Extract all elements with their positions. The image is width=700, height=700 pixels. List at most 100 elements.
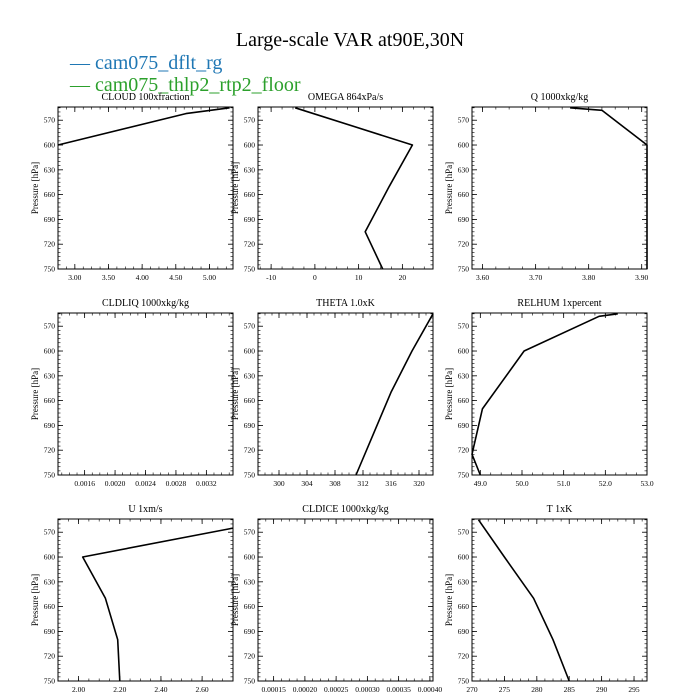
plot-frame	[57, 518, 234, 682]
y-tick-label: 750	[44, 471, 56, 480]
x-tick-label: 0.0028	[166, 479, 187, 488]
y-tick-label: 570	[244, 322, 256, 331]
panel-title: Q 1000xkg/kg	[531, 92, 589, 103]
x-tick-label: 0.0032	[196, 479, 217, 488]
x-tick-label: 0.0016	[74, 479, 95, 488]
y-tick-label: 570	[44, 528, 56, 537]
series-line	[570, 107, 648, 269]
plot-frame	[471, 518, 648, 682]
y-tick-label: 690	[244, 627, 256, 636]
y-tick-label: 660	[244, 190, 256, 199]
x-tick-label: 2.60	[196, 685, 209, 694]
x-tick-label: 4.00	[136, 273, 149, 282]
panel-5: RELHUM 1xpercent 570 600 630 660 690 720 750 49.…	[444, 298, 654, 488]
panel-title: CLDICE 1000xkg/kg	[302, 504, 388, 515]
x-tick-label: 0.00040	[418, 685, 443, 694]
y-tick-label: 570	[244, 116, 256, 125]
y-axis-label: Pressure [hPa]	[230, 162, 240, 214]
y-tick-label: 600	[244, 553, 256, 562]
y-tick-label: 720	[44, 240, 56, 249]
panel-3: CLDLIQ 1000xkg/kg 570 600 630 660 690 720 750 0.…	[30, 298, 234, 488]
y-tick-label: 690	[458, 421, 470, 430]
y-axis-label: Pressure [hPa]	[444, 162, 454, 214]
x-tick-label: 20	[399, 273, 407, 282]
legend-entry-cam075-dflt-rg: — cam075_dflt_rg	[70, 53, 222, 73]
y-tick-label: 630	[458, 577, 470, 586]
figure-title: Large-scale VAR at90E,30N	[235, 29, 465, 51]
x-tick-label: 312	[357, 479, 369, 488]
panel-title: U 1xm/s	[128, 504, 162, 515]
y-tick-label: 600	[458, 553, 470, 562]
y-axis-label: Pressure [hPa]	[30, 574, 40, 626]
x-tick-label: 0.00015	[261, 685, 286, 694]
panel-1: OMEGA 864xPa/s 570 600 630 660 690 720 750 -10 0 1…	[230, 92, 434, 282]
x-tick-label: 0.00020	[293, 685, 318, 694]
panel-title: T 1xK	[547, 504, 573, 515]
y-tick-label: 690	[44, 421, 56, 430]
x-tick-label: 304	[301, 479, 313, 488]
x-tick-label: 3.70	[529, 273, 542, 282]
x-tick-label: 3.80	[582, 273, 595, 282]
y-axis-label: Pressure [hPa]	[444, 574, 454, 626]
x-tick-label: 5.00	[203, 273, 216, 282]
x-tick-label: 50.0	[515, 479, 528, 488]
x-tick-label: 280	[531, 685, 543, 694]
series-line	[471, 313, 618, 476]
panel-2: Q 1000xkg/kg 570 600 630 660 690 720 750 3.60 3.7…	[444, 92, 649, 282]
y-tick-label: 690	[458, 215, 470, 224]
x-tick-label: 316	[385, 479, 397, 488]
x-tick-label: 2.20	[113, 685, 126, 694]
y-tick-label: 720	[458, 446, 470, 455]
y-tick-label: 630	[244, 165, 256, 174]
panel-title: RELHUM 1xpercent	[517, 298, 601, 309]
y-tick-label: 630	[44, 371, 56, 380]
y-axis-label: Pressure [hPa]	[230, 368, 240, 420]
y-tick-label: 720	[458, 652, 470, 661]
y-tick-label: 630	[244, 577, 256, 586]
y-tick-label: 750	[458, 677, 470, 686]
legend-line-marker: —	[70, 74, 95, 96]
y-axis-label: Pressure [hPa]	[230, 574, 240, 626]
series-line	[81, 527, 234, 682]
y-tick-label: 570	[44, 322, 56, 331]
series-line	[57, 107, 230, 146]
y-tick-label: 600	[44, 347, 56, 356]
plot-frame	[57, 312, 234, 476]
plot-frame	[471, 312, 648, 476]
y-tick-label: 570	[44, 116, 56, 125]
y-tick-label: 720	[244, 652, 256, 661]
y-tick-label: 750	[244, 677, 256, 686]
plot-frame	[257, 312, 434, 476]
x-tick-label: 275	[499, 685, 511, 694]
y-tick-label: 690	[244, 215, 256, 224]
panel-title: CLDLIQ 1000xkg/kg	[102, 298, 189, 309]
panel-title: OMEGA 864xPa/s	[308, 92, 383, 103]
legend-label: cam075_dflt_rg	[95, 52, 223, 74]
y-tick-label: 660	[44, 190, 56, 199]
y-tick-label: 570	[458, 528, 470, 537]
y-tick-label: 750	[458, 471, 470, 480]
x-tick-label: 53.0	[640, 479, 653, 488]
y-tick-label: 660	[458, 396, 470, 405]
x-tick-label: 51.0	[557, 479, 570, 488]
x-tick-label: 52.0	[599, 479, 612, 488]
y-tick-label: 750	[44, 677, 56, 686]
x-tick-label: -10	[266, 273, 276, 282]
y-tick-label: 600	[44, 141, 56, 150]
y-tick-label: 570	[244, 528, 256, 537]
series-line	[477, 519, 570, 682]
y-tick-label: 720	[244, 446, 256, 455]
x-tick-label: 0.0024	[135, 479, 156, 488]
y-tick-label: 750	[458, 265, 470, 274]
y-tick-label: 690	[44, 627, 56, 636]
y-tick-label: 600	[44, 553, 56, 562]
x-tick-label: 10	[355, 273, 363, 282]
x-tick-label: 295	[628, 685, 640, 694]
y-tick-label: 630	[244, 371, 256, 380]
panel-7: CLDICE 1000xkg/kg 570 600 630 660 690 720 750 0.…	[230, 504, 442, 694]
y-tick-label: 690	[44, 215, 56, 224]
x-tick-label: 3.60	[476, 273, 489, 282]
y-tick-label: 690	[244, 421, 256, 430]
